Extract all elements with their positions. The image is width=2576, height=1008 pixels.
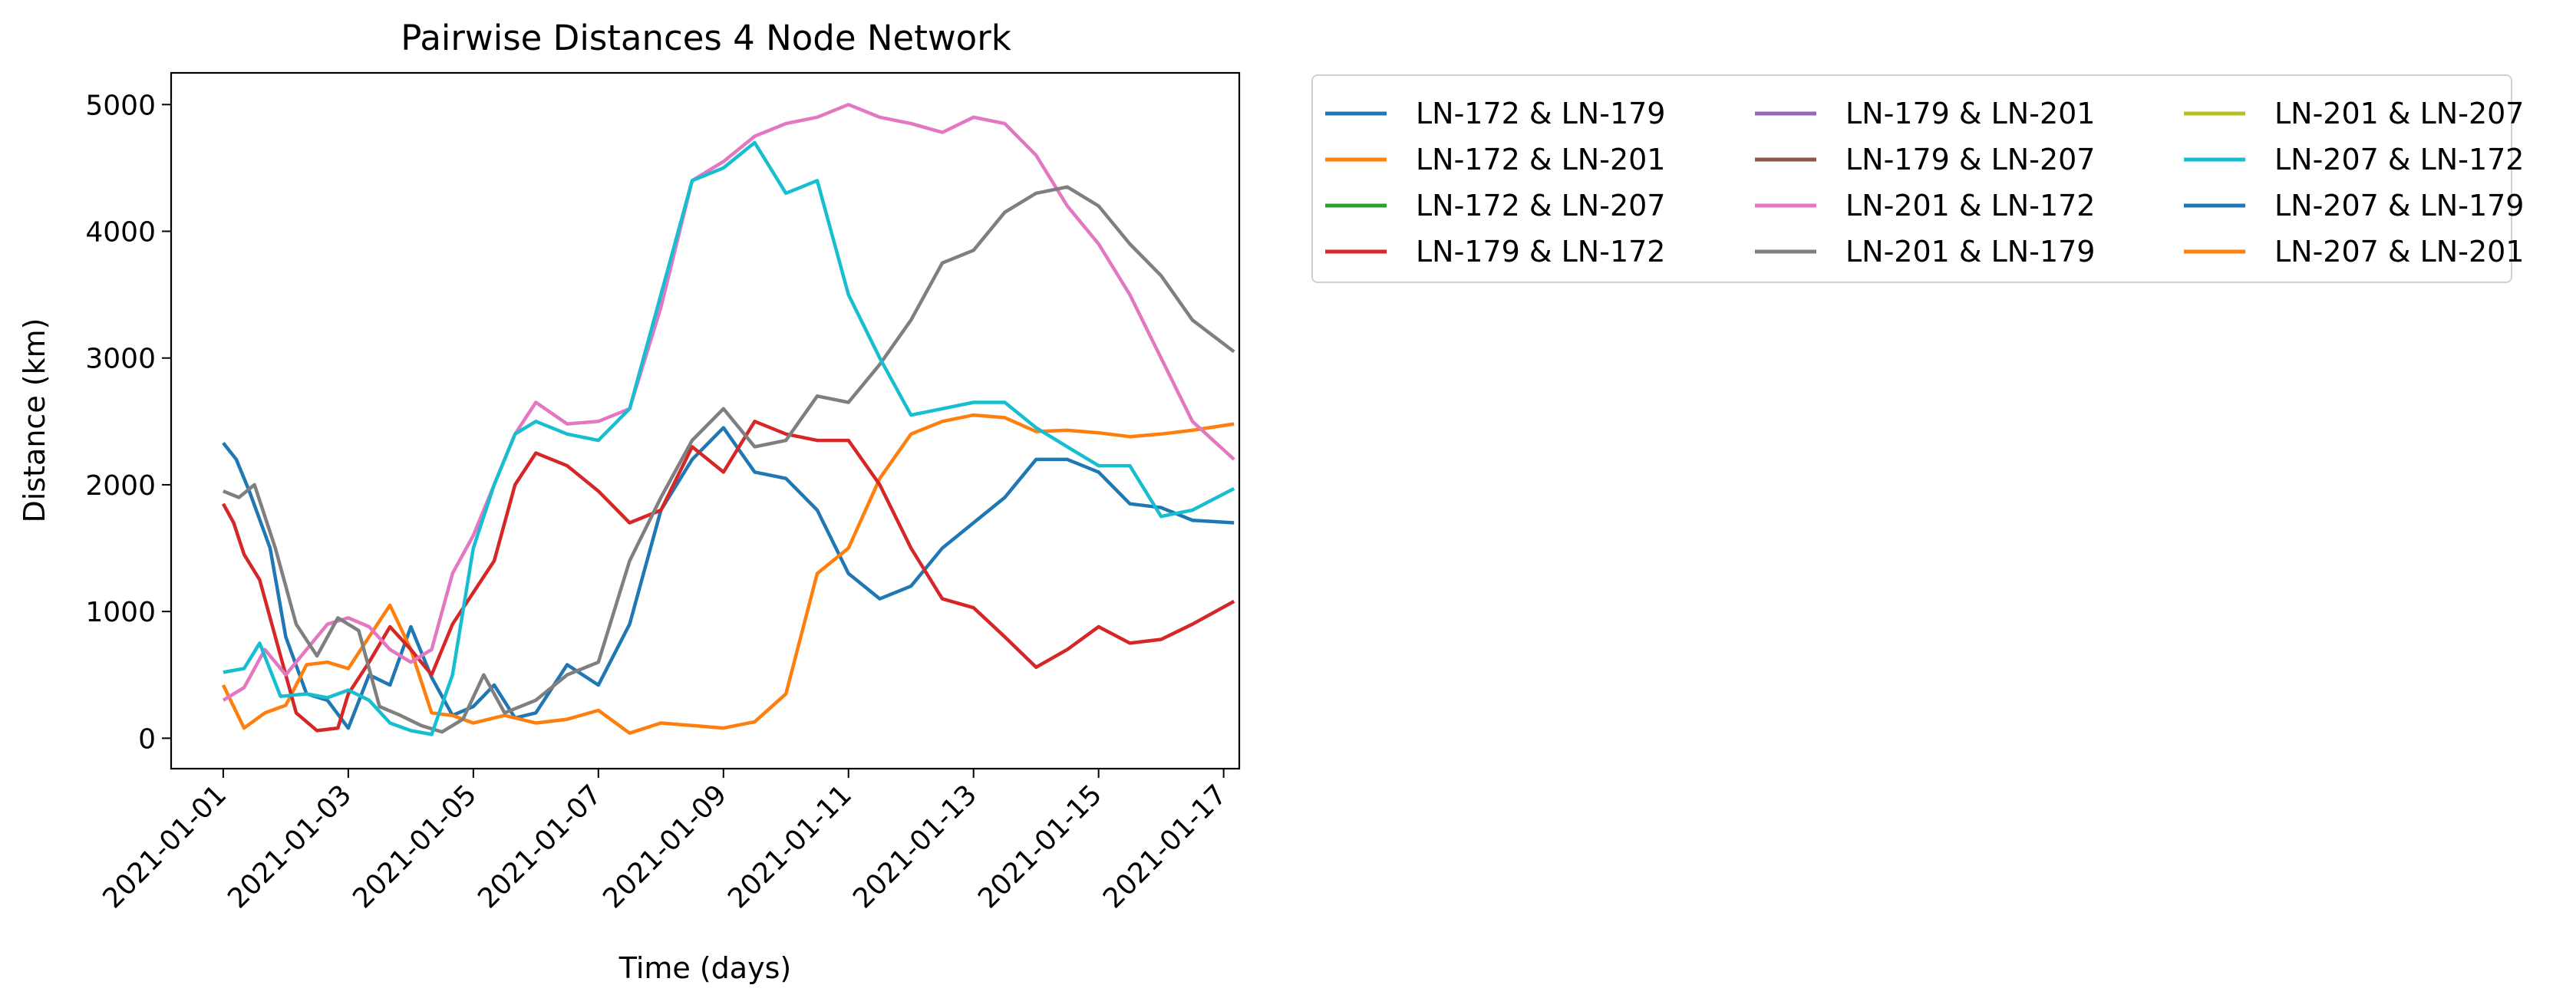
legend-entry: LN-201 & LN-179 (1845, 235, 2095, 268)
x-tick-label: 2021-01-03 (222, 779, 358, 914)
x-tick-label: 2021-01-09 (597, 779, 733, 914)
legend-entry: LN-179 & LN-172 (1416, 235, 1665, 268)
x-tick-label: 2021-01-01 (97, 779, 233, 914)
x-tick-label: 2021-01-07 (472, 779, 608, 914)
x-tick-label: 2021-01-13 (847, 779, 983, 914)
legend-entry: LN-172 & LN-179 (1416, 97, 1665, 130)
legend-entries: LN-172 & LN-179 LN-172 & LN-201 LN-172 & L… (1325, 97, 2524, 268)
y-tick-label: 2000 (85, 470, 156, 502)
series-lines (221, 103, 1235, 736)
x-axis-label: Time (days) (618, 951, 791, 985)
legend-entry: LN-179 & LN-207 (1845, 143, 2095, 176)
legend-entry: LN-207 & LN-201 (2274, 235, 2524, 268)
series-line-10 (223, 140, 1235, 736)
x-tick-label: 2021-01-15 (972, 779, 1108, 914)
y-tick-label: 4000 (85, 217, 156, 249)
series-line-8 (223, 185, 1235, 734)
x-tick-label: 2021-01-05 (347, 779, 483, 914)
legend-entry: LN-179 & LN-201 (1845, 97, 2095, 130)
plot-area (170, 71, 1241, 770)
y-axis-label: Distance (km) (18, 318, 51, 523)
series-line-1 (222, 426, 1235, 730)
y-axis: 0 1000 2000 3000 4000 5000 (85, 90, 171, 755)
series-line-2 (221, 413, 1235, 735)
x-axis: 2021-01-012021-01-032021-01-052021-01-07… (97, 769, 1233, 914)
legend-entry: LN-201 & LN-207 (2274, 97, 2524, 130)
plot-frame (170, 71, 1241, 770)
legend-entry: LN-172 & LN-207 (1416, 189, 1665, 222)
legend-entry: LN-207 & LN-172 (2274, 143, 2524, 176)
series-line-4 (221, 420, 1235, 733)
legend-entry: LN-207 & LN-179 (2274, 189, 2524, 222)
y-tick-label: 5000 (85, 90, 156, 121)
chart-title: Pairwise Distances 4 Node Network (401, 18, 1011, 58)
y-tick-label: 0 (138, 723, 156, 755)
legend: LN-172 & LN-179 LN-172 & LN-201 LN-172 & L… (1311, 74, 2524, 283)
x-tick-label: 2021-01-11 (722, 779, 858, 914)
legend-frame (1311, 74, 2512, 283)
y-tick-label: 3000 (85, 344, 156, 375)
series-line-7 (222, 103, 1235, 702)
y-tick-label: 1000 (85, 597, 156, 628)
legend-entry: LN-201 & LN-172 (1845, 189, 2095, 222)
legend-entry: LN-172 & LN-201 (1416, 143, 1665, 176)
x-tick-label: 2021-01-17 (1097, 779, 1233, 914)
